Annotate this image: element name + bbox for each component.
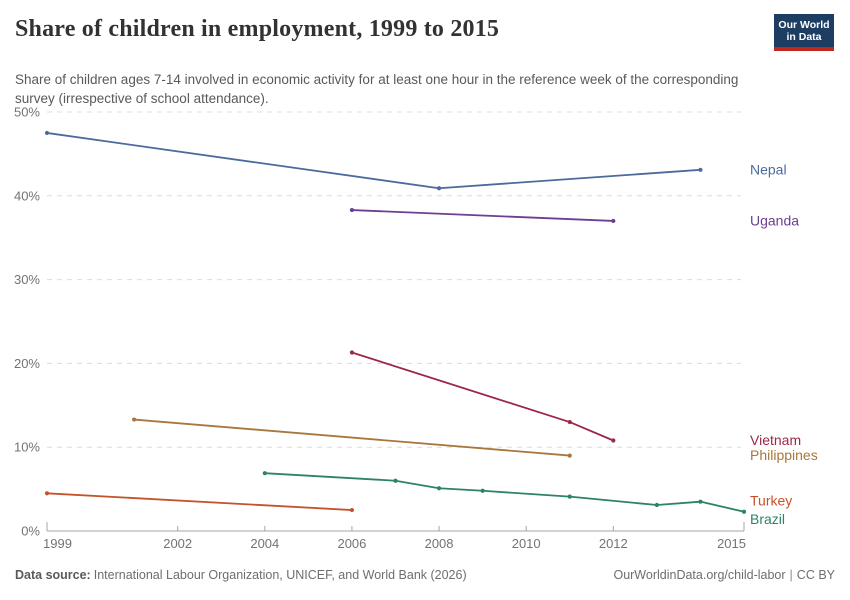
series-label-nepal[interactable]: Nepal	[750, 161, 787, 177]
series-label-brazil[interactable]: Brazil	[750, 511, 785, 527]
x-tick-label: 1999	[43, 536, 72, 551]
data-source-note: Data source: International Labour Organiz…	[15, 568, 467, 582]
data-point-turkey-2006[interactable]	[349, 507, 355, 513]
data-point-uganda-2012[interactable]	[611, 218, 616, 224]
x-tick-label: 2004	[250, 536, 279, 551]
chart-subtitle: Share of children ages 7-14 involved in …	[15, 72, 739, 106]
series-line-nepal[interactable]	[46, 132, 702, 190]
owid-logo[interactable]: Our World in Data	[774, 14, 834, 51]
series-label-philippines[interactable]: Philippines	[750, 447, 818, 463]
data-point-philippines-2001[interactable]	[132, 417, 137, 422]
license-link[interactable]: CC BY	[796, 568, 835, 582]
data-point-brazil-2004[interactable]	[262, 471, 267, 476]
y-tick-label: 0%	[21, 524, 40, 539]
data-point-vietnam-2006[interactable]	[349, 350, 355, 355]
data-point-brazil-2009[interactable]	[480, 488, 485, 493]
series-label-turkey[interactable]: Turkey	[750, 493, 792, 509]
footer-links: OurWorldinData.org/child-labor | CC BY	[613, 568, 835, 582]
x-tick-label: 2015	[717, 536, 746, 551]
y-tick-label: 50%	[14, 105, 40, 120]
series-label-vietnam[interactable]: Vietnam	[750, 432, 801, 448]
data-point-brazil-2013[interactable]	[654, 502, 659, 508]
data-point-brazil-2014[interactable]	[698, 499, 703, 504]
data-point-nepal-1999[interactable]	[44, 130, 50, 136]
data-point-brazil-2008[interactable]	[436, 486, 442, 491]
data-point-brazil-2011[interactable]	[567, 494, 572, 499]
data-point-philippines-2011[interactable]	[567, 453, 572, 458]
y-tick-label: 30%	[14, 272, 40, 287]
data-point-turkey-1999[interactable]	[44, 491, 50, 496]
data-source-text: International Labour Organization, UNICE…	[93, 568, 467, 582]
data-point-nepal-2008[interactable]	[436, 186, 442, 191]
series-label-uganda[interactable]: Uganda	[750, 212, 799, 228]
y-tick-label: 10%	[14, 440, 40, 455]
x-tick-label: 2012	[599, 536, 628, 551]
canonical-url-link[interactable]: OurWorldinData.org/child-labor	[613, 568, 786, 582]
data-point-vietnam-2011[interactable]	[567, 419, 572, 425]
x-tick-label: 2010	[512, 536, 541, 551]
series-line-uganda[interactable]	[351, 209, 615, 222]
series-line-philippines[interactable]	[133, 418, 571, 457]
y-tick-label: 20%	[14, 356, 40, 371]
x-tick-label: 2008	[425, 536, 454, 551]
footer-separator: |	[789, 568, 793, 582]
data-point-nepal-2014[interactable]	[698, 167, 703, 172]
owid-logo-line1: Our World	[778, 19, 830, 31]
x-tick-label: 2002	[163, 536, 192, 551]
owid-logo-line2: in Data	[786, 31, 822, 43]
x-tick-label: 2006	[337, 536, 366, 551]
data-point-vietnam-2012[interactable]	[611, 438, 616, 443]
y-tick-label: 40%	[14, 188, 40, 203]
chart-title: Share of children in employment, 1999 to…	[15, 16, 500, 42]
data-point-brazil-2015[interactable]	[741, 509, 747, 514]
data-point-brazil-2007[interactable]	[393, 478, 398, 483]
series-line-brazil[interactable]	[263, 472, 745, 513]
series-line-turkey[interactable]	[46, 492, 353, 511]
data-source-label: Data source:	[15, 568, 91, 582]
data-point-uganda-2006[interactable]	[349, 207, 355, 213]
series-line-vietnam[interactable]	[351, 351, 615, 442]
